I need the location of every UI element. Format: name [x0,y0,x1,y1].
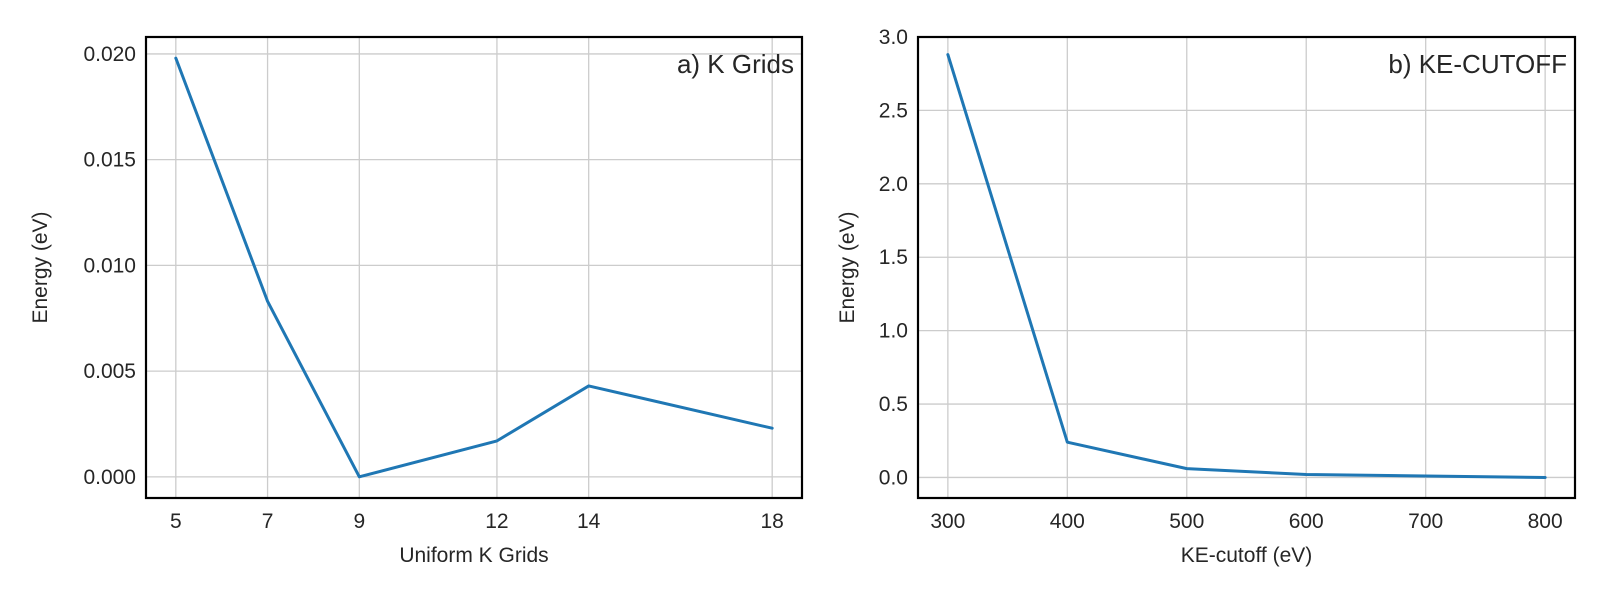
x-tick-label: 800 [1528,510,1563,533]
y-tick-label: 0.010 [83,254,136,277]
y-tick-label: 0.000 [83,466,136,489]
x-tick-label: 600 [1289,510,1324,533]
x-tick-label: 14 [577,510,601,533]
y-tick-label: 0.015 [83,149,136,172]
x-tick-label: 9 [353,510,365,533]
x-tick-label: 300 [930,510,965,533]
y-tick-label: 0.020 [83,43,136,66]
series-line [946,53,1547,479]
plot-frame [916,35,1577,500]
y-tick-label: 1.5 [879,246,908,269]
y-tick-label: 1.0 [879,320,908,343]
x-tick-label: 7 [262,510,274,533]
y-tick-label: 2.0 [879,173,908,196]
chart-panel-a: 5 7 9 12 14 18 0.000 0.005 0.010 0.015 0.020 Unifor… [29,35,804,567]
y-tick-label: 0.005 [83,360,136,383]
x-tick-label: 18 [761,510,784,533]
x-tick-label: 500 [1169,510,1204,533]
y-tick-label: 3.0 [879,26,908,49]
y-axis-label: Energy (eV) [836,211,859,323]
y-tick-label: 0.5 [879,393,908,416]
x-tick-label: 12 [485,510,508,533]
plot-frame [144,35,804,500]
x-tick-label: 400 [1050,510,1085,533]
panel-annotation: a) K Grids [677,49,794,79]
x-tick-label: 700 [1408,510,1443,533]
panel-annotation: b) KE-CUTOFF [1388,49,1567,79]
x-axis-label: Uniform K Grids [399,544,548,567]
series-line [174,56,774,479]
y-axis-label: Energy (eV) [29,211,52,323]
x-axis-label: KE-cutoff (eV) [1181,544,1313,567]
x-tick-label: 5 [170,510,182,533]
y-tick-label: 0.0 [879,466,908,489]
chart-panel-b: 300 400 500 600 700 800 0.0 0.5 1.0 1.5 2.0 2.5 3.0 K… [836,26,1577,567]
y-tick-label: 2.5 [879,99,908,122]
